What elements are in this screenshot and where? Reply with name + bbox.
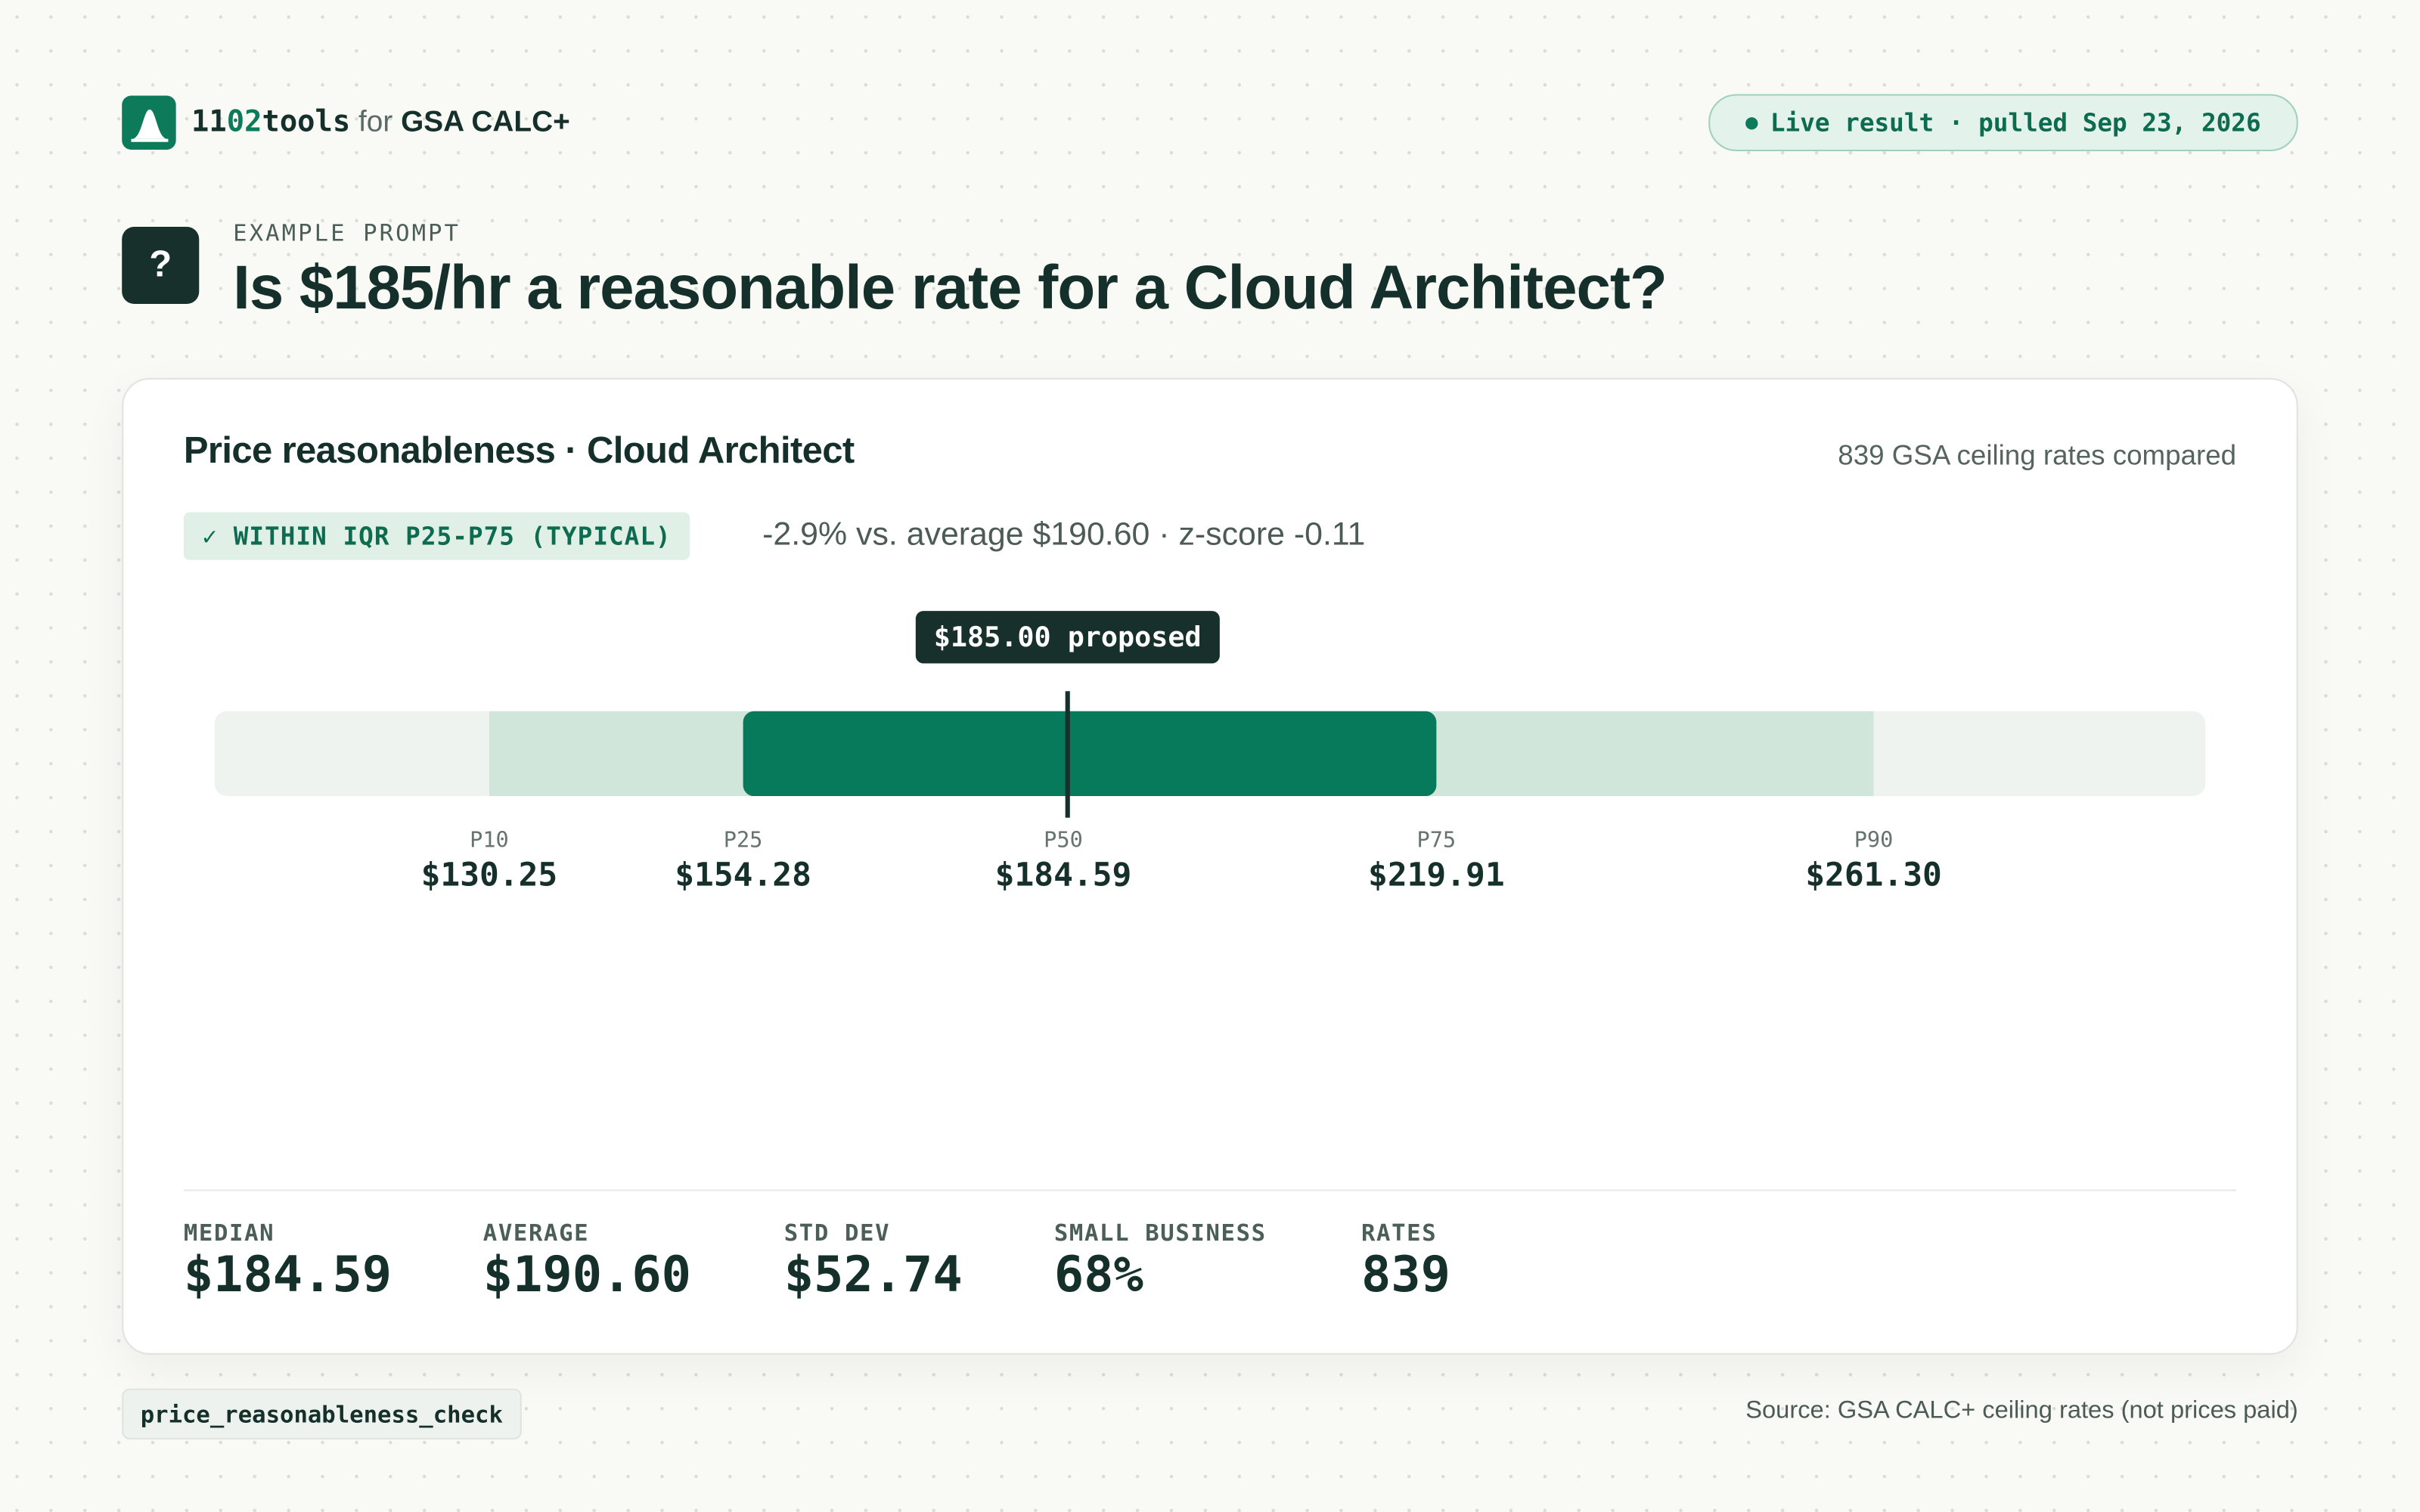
percentile-name: P50 bbox=[1044, 828, 1083, 854]
card-title: Price reasonableness · Cloud Architect bbox=[183, 430, 855, 472]
brand-part: 11 bbox=[191, 104, 227, 139]
logo-icon bbox=[131, 109, 169, 142]
stat-value: $52.74 bbox=[783, 1244, 963, 1304]
status-pill: Live result · pulled Sep 23, 2026 bbox=[1708, 94, 2298, 151]
connector: for bbox=[358, 106, 393, 139]
percentile-value: $261.30 bbox=[1805, 856, 1942, 894]
stat-value: $184.59 bbox=[183, 1244, 392, 1304]
percentile-name: P10 bbox=[470, 828, 509, 854]
summary: -2.9% vs. average $190.60 · z-score -0.1… bbox=[762, 516, 1366, 553]
stat-value: 68% bbox=[1053, 1244, 1143, 1304]
percentile-value: $154.28 bbox=[675, 856, 811, 894]
eyebrow: EXAMPLE PROMPT bbox=[233, 218, 461, 247]
percentile-value: $184.59 bbox=[994, 856, 1132, 894]
brand-part: 02 bbox=[226, 104, 262, 139]
stat-name: MEDIAN bbox=[183, 1219, 275, 1247]
percentile-name: P75 bbox=[1416, 828, 1457, 854]
prompt-icon: ? bbox=[122, 226, 200, 305]
stat-name: STD DEV bbox=[783, 1219, 891, 1247]
badge: ✓ WITHIN IQR P25-P75 (TYPICAL) bbox=[183, 512, 690, 560]
source: Source: GSA CALC+ ceiling rates (not pri… bbox=[1745, 1397, 2298, 1424]
percentile-value: $130.25 bbox=[420, 856, 558, 894]
iqr-band bbox=[743, 711, 1437, 797]
card-count: 839 GSA ceiling rates compared bbox=[1838, 439, 2237, 471]
brand-part: tools bbox=[262, 104, 351, 139]
proposed-label: $185.00 proposed bbox=[915, 611, 1221, 664]
brand: 1102tools for GSA CALC+ bbox=[191, 105, 570, 141]
stat-name: SMALL BUSINESS bbox=[1053, 1219, 1267, 1247]
stat-name: RATES bbox=[1360, 1219, 1438, 1247]
status-dot bbox=[1745, 116, 1758, 129]
stat-value: 839 bbox=[1360, 1244, 1450, 1304]
tool-name: price_reasonableness_check bbox=[122, 1388, 522, 1440]
question: Is $185/hr a reasonable rate for a Cloud… bbox=[233, 254, 1668, 323]
product: GSA CALC+ bbox=[401, 106, 570, 139]
logo bbox=[122, 95, 176, 150]
percentile-value: $219.91 bbox=[1368, 856, 1505, 894]
percentile-name: P90 bbox=[1854, 828, 1894, 854]
percentile-name: P25 bbox=[723, 828, 763, 854]
stat-value: $190.60 bbox=[482, 1244, 691, 1304]
stat-name: AVERAGE bbox=[482, 1219, 590, 1247]
divider bbox=[183, 1189, 2237, 1191]
status-text: Live result · pulled Sep 23, 2026 bbox=[1770, 107, 2261, 138]
